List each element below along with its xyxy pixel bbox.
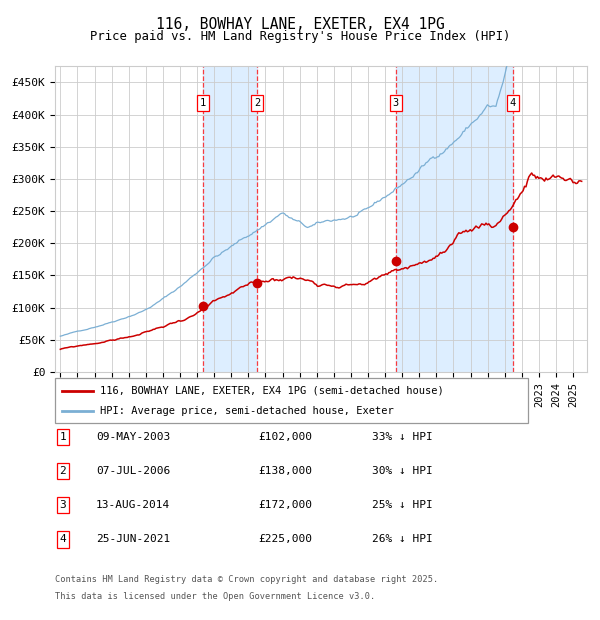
FancyBboxPatch shape: [55, 378, 528, 423]
Bar: [203, 66, 257, 372]
Text: 26% ↓ HPI: 26% ↓ HPI: [372, 534, 433, 544]
Text: Contains HM Land Registry data © Crown copyright and database right 2025.: Contains HM Land Registry data © Crown c…: [55, 575, 439, 584]
Text: £172,000: £172,000: [258, 500, 312, 510]
Text: 07-JUL-2006: 07-JUL-2006: [96, 466, 170, 476]
Text: £225,000: £225,000: [258, 534, 312, 544]
Text: 1: 1: [59, 432, 67, 442]
Text: 116, BOWHAY LANE, EXETER, EX4 1PG: 116, BOWHAY LANE, EXETER, EX4 1PG: [155, 17, 445, 32]
Text: 3: 3: [392, 98, 399, 108]
Text: HPI: Average price, semi-detached house, Exeter: HPI: Average price, semi-detached house,…: [100, 406, 394, 416]
Text: £102,000: £102,000: [258, 432, 312, 442]
Text: £138,000: £138,000: [258, 466, 312, 476]
Text: 09-MAY-2003: 09-MAY-2003: [96, 432, 170, 442]
Text: Price paid vs. HM Land Registry's House Price Index (HPI): Price paid vs. HM Land Registry's House …: [90, 30, 510, 43]
Bar: [395, 66, 513, 372]
Text: 3: 3: [59, 500, 67, 510]
Text: 4: 4: [59, 534, 67, 544]
Text: 1: 1: [200, 98, 206, 108]
Text: 13-AUG-2014: 13-AUG-2014: [96, 500, 170, 510]
Text: 2: 2: [254, 98, 260, 108]
Text: 25-JUN-2021: 25-JUN-2021: [96, 534, 170, 544]
Text: 2: 2: [59, 466, 67, 476]
Text: 116, BOWHAY LANE, EXETER, EX4 1PG (semi-detached house): 116, BOWHAY LANE, EXETER, EX4 1PG (semi-…: [100, 386, 444, 396]
Text: 4: 4: [510, 98, 516, 108]
Text: 33% ↓ HPI: 33% ↓ HPI: [372, 432, 433, 442]
Text: 25% ↓ HPI: 25% ↓ HPI: [372, 500, 433, 510]
Text: 30% ↓ HPI: 30% ↓ HPI: [372, 466, 433, 476]
Text: This data is licensed under the Open Government Licence v3.0.: This data is licensed under the Open Gov…: [55, 592, 376, 601]
